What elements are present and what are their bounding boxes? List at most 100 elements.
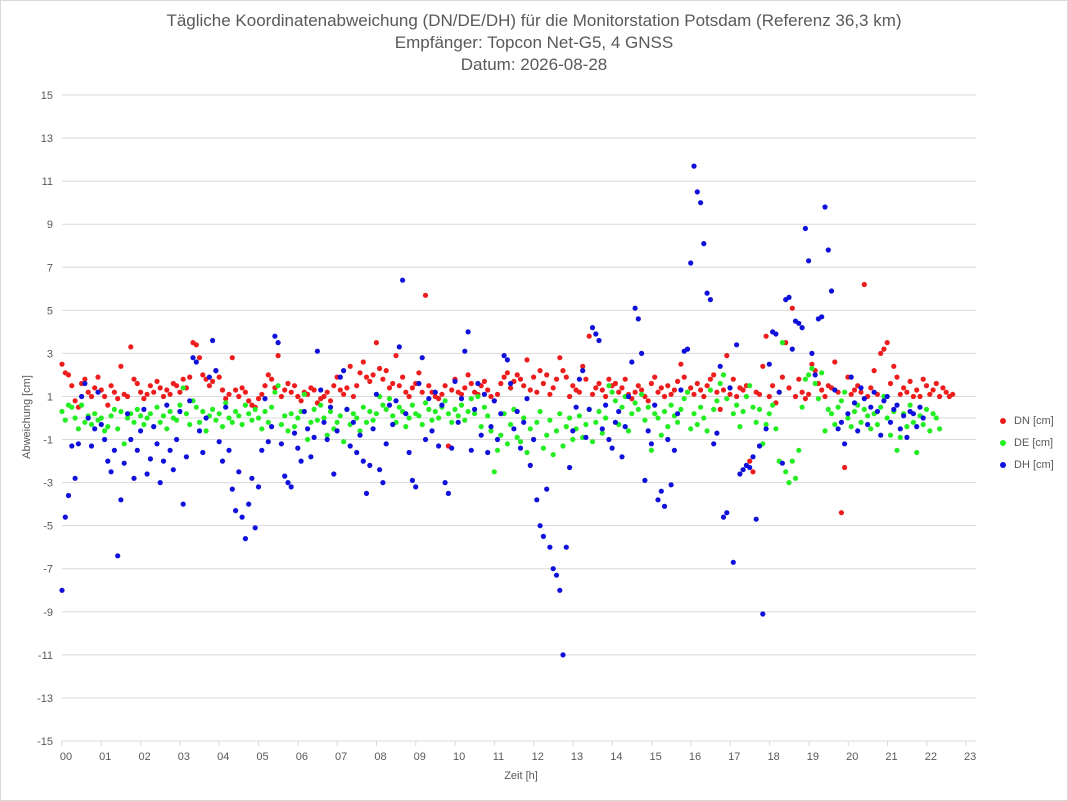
data-point <box>642 477 648 483</box>
data-point <box>845 415 851 421</box>
data-point <box>422 292 429 298</box>
y-tick-label: -5 <box>43 521 53 533</box>
data-point <box>465 372 471 378</box>
data-point <box>717 363 723 369</box>
data-point <box>311 434 317 440</box>
data-point <box>432 389 438 395</box>
data-point <box>210 378 216 384</box>
x-tick-label: 13 <box>571 751 583 763</box>
data-point <box>403 424 409 430</box>
data-point <box>950 391 956 397</box>
data-point <box>229 355 235 361</box>
data-point <box>580 368 586 374</box>
data-point <box>298 398 304 404</box>
data-point <box>799 325 805 331</box>
y-tick-label: -15 <box>37 736 53 748</box>
x-tick-label: 17 <box>728 751 740 763</box>
data-point <box>334 428 340 434</box>
data-point <box>462 385 468 391</box>
data-point <box>223 404 229 410</box>
data-point <box>527 462 533 468</box>
data-point <box>619 454 625 460</box>
data-point <box>661 408 668 415</box>
data-point <box>239 421 245 428</box>
data-point <box>740 467 746 473</box>
data-point <box>855 428 861 434</box>
data-point <box>321 393 327 400</box>
data-point <box>436 415 442 421</box>
data-point <box>475 393 481 400</box>
data-point <box>802 396 809 402</box>
data-point <box>367 462 373 468</box>
data-point <box>773 331 779 337</box>
data-point <box>210 406 216 412</box>
y-tick-label: 1 <box>47 391 53 403</box>
data-point <box>809 350 815 356</box>
data-point <box>887 380 894 387</box>
data-point <box>557 411 563 417</box>
data-point <box>842 441 848 447</box>
data-point <box>59 408 65 415</box>
data-point <box>684 346 691 352</box>
data-point <box>115 553 121 559</box>
x-tick-label: 02 <box>138 751 150 763</box>
data-point <box>681 396 687 402</box>
data-point <box>200 372 206 378</box>
data-point <box>154 441 160 447</box>
data-point <box>567 464 573 471</box>
data-point <box>236 413 242 419</box>
data-point <box>553 572 560 578</box>
data-point <box>907 378 913 384</box>
data-point <box>724 353 730 359</box>
data-point <box>439 391 445 397</box>
data-point <box>383 368 389 374</box>
data-point <box>580 363 586 369</box>
data-point <box>455 413 461 419</box>
data-point <box>806 258 812 264</box>
data-point <box>216 439 222 445</box>
data-point <box>481 391 487 397</box>
data-point <box>779 460 786 466</box>
legend-label: DN [cm] <box>1014 415 1054 427</box>
data-point <box>419 355 425 361</box>
data-point <box>494 391 501 397</box>
legend-item: DN [cm] <box>1000 410 1054 432</box>
data-point <box>927 391 933 397</box>
data-point <box>845 411 851 417</box>
data-point <box>763 421 769 428</box>
data-point <box>894 447 900 453</box>
y-tick-label: 11 <box>42 176 53 188</box>
data-point <box>923 406 930 412</box>
chart-titles: Tägliche Koordinatenabweichung (DN/DE/DH… <box>0 10 1068 76</box>
data-point <box>426 406 432 412</box>
data-point <box>157 419 163 425</box>
data-point <box>314 417 320 423</box>
data-point <box>907 402 913 408</box>
data-point <box>124 415 131 421</box>
data-point <box>92 426 98 432</box>
x-tick-label: 03 <box>178 751 190 763</box>
data-point <box>187 398 193 404</box>
data-point <box>534 419 540 425</box>
data-point <box>265 439 271 445</box>
data-point <box>652 402 658 408</box>
data-point <box>848 391 854 397</box>
data-point <box>177 389 183 395</box>
data-point <box>357 428 363 434</box>
data-point <box>442 480 448 486</box>
data-point <box>72 415 78 421</box>
data-point <box>832 421 838 428</box>
data-point <box>151 424 157 430</box>
data-point <box>488 428 494 434</box>
data-point <box>445 490 451 496</box>
data-point <box>553 428 560 434</box>
data-point <box>324 389 330 395</box>
data-point <box>517 439 524 445</box>
data-point <box>236 393 242 400</box>
data-point <box>652 411 658 417</box>
data-point <box>894 402 900 408</box>
data-point <box>413 484 419 490</box>
data-point <box>285 480 291 486</box>
data-point <box>363 490 370 496</box>
data-point <box>95 389 101 395</box>
